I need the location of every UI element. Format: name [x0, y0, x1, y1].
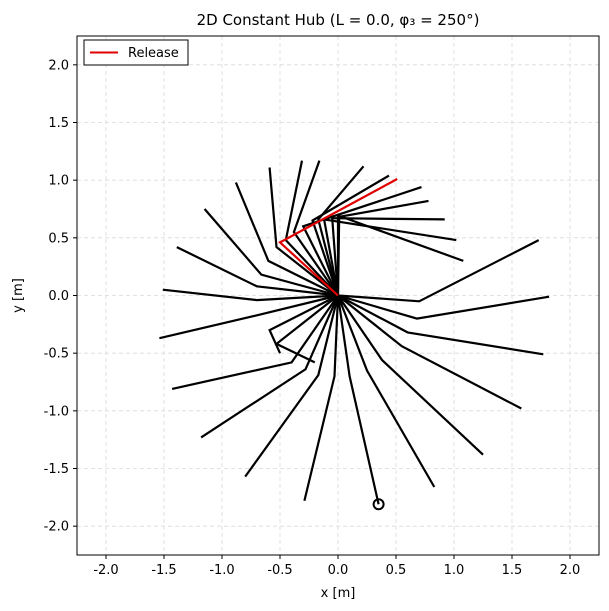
pendulum-line	[200, 295, 340, 439]
y-tick-label: -2.0	[44, 520, 69, 535]
y-tick-label: 1.5	[48, 116, 69, 131]
pendulum-line	[317, 165, 365, 296]
x-tick-label: 0.5	[386, 563, 407, 578]
legend: Release	[83, 39, 189, 66]
x-tick-label: 1.0	[444, 563, 465, 578]
pendulum-line	[203, 208, 339, 297]
pendulum-line	[336, 295, 436, 488]
y-tick-label: -0.5	[44, 347, 69, 362]
ticks: -2.0 -1.5 -1.0 -0.5 0.0 0.5 1.0 1.5 2.0 -2.0 -1.5 -…	[44, 58, 581, 578]
pendulum-line	[311, 174, 390, 296]
pendulum-line	[303, 295, 340, 502]
x-tick-label: 1.5	[502, 563, 523, 578]
legend-label: Release	[128, 46, 179, 61]
pendulum-line	[171, 294, 339, 390]
pendulum-line	[331, 217, 445, 296]
pendulum-line	[268, 167, 339, 297]
y-tick-label: 1.0	[48, 174, 69, 189]
grid	[77, 36, 599, 555]
pendulum-line	[337, 239, 540, 303]
y-tick-label: -1.0	[44, 404, 69, 419]
y-tick-label: 0.5	[48, 231, 69, 246]
y-tick-label: 0.0	[48, 289, 69, 304]
series-layer	[159, 160, 550, 511]
y-tick-label: -1.5	[44, 462, 69, 477]
x-tick-label: 2.0	[560, 563, 581, 578]
x-tick-label: 0.0	[328, 563, 349, 578]
y-axis-label: y [m]	[11, 278, 26, 313]
pendulum-line	[176, 246, 339, 297]
chart-title: 2D Constant Hub (L = 0.0, φ₃ = 250°)	[197, 11, 480, 29]
x-axis-label: x [m]	[321, 586, 356, 601]
pendulum-line	[244, 295, 340, 478]
pendulum-line	[337, 294, 544, 356]
pendulum-line	[337, 294, 484, 456]
pendulum-line	[162, 288, 339, 302]
pendulum-line	[292, 160, 339, 297]
pendulum-line	[274, 294, 339, 364]
x-tick-label: -1.0	[209, 563, 234, 578]
pendulum-line	[336, 295, 380, 505]
pendulum-line	[337, 294, 550, 320]
x-tick-label: -1.5	[151, 563, 176, 578]
x-tick-label: -0.5	[267, 563, 292, 578]
pendulum-line	[336, 214, 464, 296]
release-line	[278, 178, 398, 297]
endpoint-marker	[372, 498, 385, 511]
pendulum-line	[268, 294, 339, 354]
pendulum-line	[234, 182, 339, 297]
y-tick-label: 2.0	[48, 58, 69, 73]
pendulum-line	[159, 294, 339, 340]
pendulum-line	[337, 294, 522, 410]
x-tick-label: -2.0	[93, 563, 118, 578]
pendulum-line	[301, 186, 422, 296]
